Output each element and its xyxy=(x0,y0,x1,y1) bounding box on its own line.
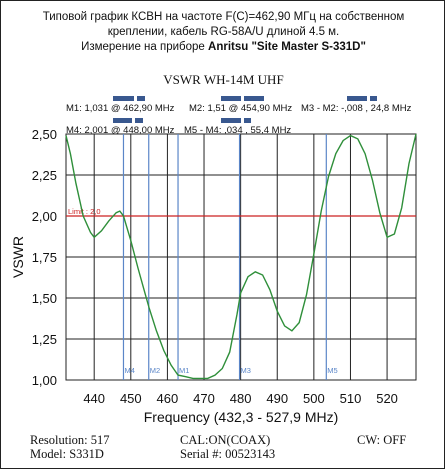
y-tick-label: 1,75 xyxy=(32,250,57,265)
y-tick-label: 2,50 xyxy=(32,127,57,142)
y-tick-labels: 1,00 1,25 1,50 1,75 2,00 2,25 2,50 xyxy=(32,127,57,388)
header-line-3-prefix: Измерение на приборе xyxy=(81,41,209,53)
marker-indicator-bar xyxy=(113,118,132,123)
x-tick-label: 510 xyxy=(340,391,362,406)
header-instrument-name: Anritsu "Site Master S-331D" xyxy=(208,41,366,53)
x-tick-labels: 440 450 460 470 480 490 500 510 520 xyxy=(83,391,398,406)
marker-label-m1: M1 xyxy=(179,366,189,375)
marker-indicator-bar xyxy=(221,96,241,101)
marker-readout-m2: M2: 1,51 @ 454,90 MHz xyxy=(189,103,293,114)
x-tick-label: 460 xyxy=(157,391,179,406)
x-tick-label: 490 xyxy=(266,391,288,406)
chart-title: VSWR WH-14M UHF xyxy=(163,72,284,87)
marker-label-m3: M3 xyxy=(241,366,251,375)
x-tick-label: 480 xyxy=(230,391,252,406)
y-tick-label: 2,25 xyxy=(32,168,57,183)
footer-cw-status: CW: OFF xyxy=(357,433,407,447)
header-line-2: креплении, кабель RG-58A/U длиной 4.5 м. xyxy=(107,26,340,38)
x-tick-label: 470 xyxy=(193,391,215,406)
y-tick-label: 1,25 xyxy=(32,332,57,347)
marker-readout-m5-m4: M5 - M4: ,034 , 55,4 MHz xyxy=(184,125,292,136)
limit-label: Limit : 2,0 xyxy=(68,207,101,216)
footer-resolution: Resolution: 517 xyxy=(30,433,110,447)
y-tick-label: 1,00 xyxy=(32,373,57,388)
marker-indicator-bar xyxy=(347,96,367,101)
marker-indicator-bar xyxy=(370,96,377,101)
y-axis-label: VSWR xyxy=(10,236,26,278)
marker-indicator-bar xyxy=(221,118,241,123)
vswr-trace-line xyxy=(65,133,417,380)
y-tick-label: 1,50 xyxy=(32,291,57,306)
marker-readout-m3-m2: M3 - M2: -,008 , 24,8 MHz xyxy=(301,103,412,114)
x-tick-label: 450 xyxy=(120,391,142,406)
chart-grid xyxy=(65,133,417,381)
x-tick-label: 500 xyxy=(303,391,325,406)
x-tick-label: 440 xyxy=(83,391,105,406)
header-line-1: Типовой график КСВН на частоте F(С)=462,… xyxy=(42,11,405,23)
marker-indicator-bar xyxy=(244,96,264,101)
footer-model: Model: S331D xyxy=(30,447,104,461)
y-tick-label: 2,00 xyxy=(32,209,57,224)
x-tick-label: 520 xyxy=(376,391,398,406)
footer-calibration: CAL:ON(COAX) xyxy=(180,433,271,447)
marker-indicator-bar xyxy=(113,96,134,101)
footer-serial: Serial #: 00523143 xyxy=(180,447,276,461)
marker-indicator-bar xyxy=(137,96,145,101)
marker-label-m4: M4 xyxy=(124,366,134,375)
marker-readout-m1: M1: 1,031 @ 462,90 MHz xyxy=(66,103,175,114)
marker-lines: M4 M2 M1 M3 M5 xyxy=(122,134,338,380)
marker-label-m5: M5 xyxy=(327,366,337,375)
marker-label-m2: M2 xyxy=(150,366,160,375)
marker-indicator-bar xyxy=(244,118,251,123)
x-axis-label: Frequency (432,3 - 527,9 MHz) xyxy=(144,409,339,425)
header-line-3: Измерение на приборе Anritsu "Site Maste… xyxy=(0,40,447,54)
marker-indicator-bar xyxy=(135,118,143,123)
marker-readout-m4: M4: 2,001 @ 448,00 MHz xyxy=(66,125,175,136)
